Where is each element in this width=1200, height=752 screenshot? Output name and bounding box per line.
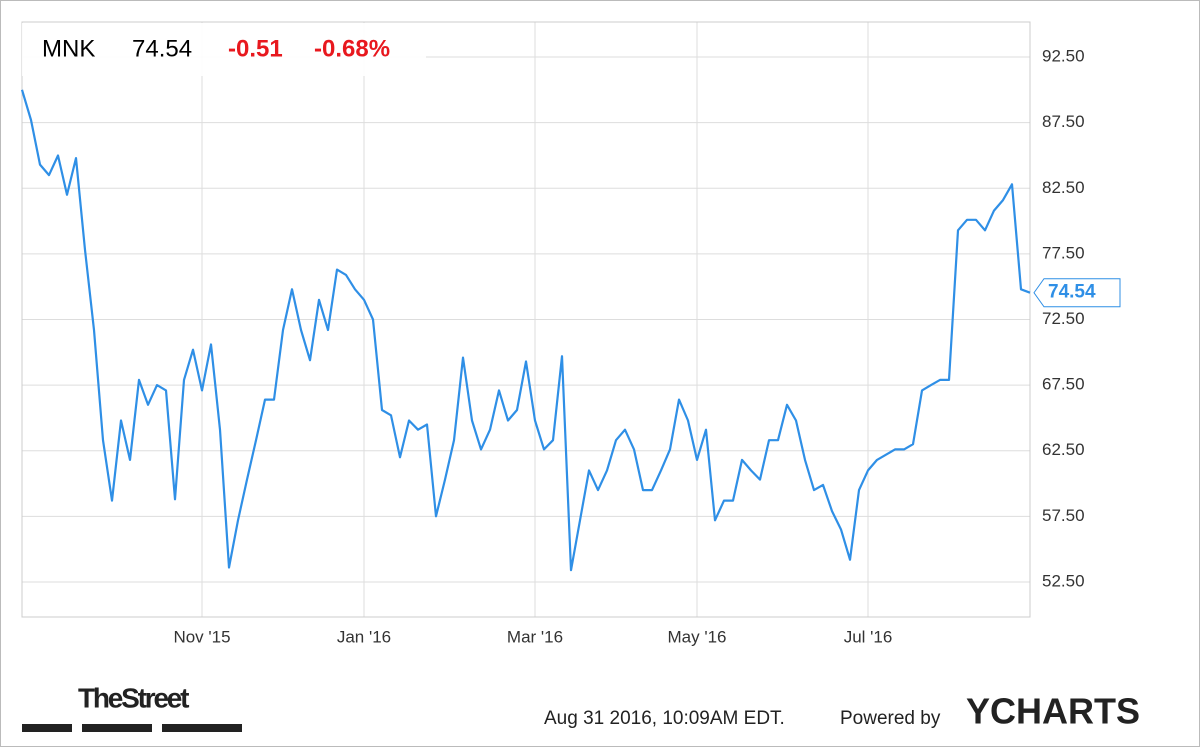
symbol: MNK — [42, 35, 95, 62]
y-tick-label: 52.50 — [1042, 571, 1085, 590]
y-tick-label: 67.50 — [1042, 375, 1085, 394]
y-tick-label: 62.50 — [1042, 440, 1085, 459]
y-tick-label: 92.50 — [1042, 47, 1085, 66]
timestamp: Aug 31 2016, 10:09AM EDT. — [544, 708, 785, 729]
logo-bar — [22, 724, 72, 732]
x-tick-label: Nov '15 — [173, 627, 230, 646]
price: 74.54 — [132, 35, 192, 62]
plot-border — [21, 21, 1031, 618]
powered-by: Powered by — [840, 708, 941, 729]
header-box — [22, 23, 426, 76]
x-tick-label: Mar '16 — [507, 627, 563, 646]
y-tick-label: 77.50 — [1042, 243, 1085, 262]
last-value-label: 74.54 — [1048, 282, 1096, 303]
y-tick-label: 57.50 — [1042, 506, 1085, 525]
change: -0.51 — [228, 35, 283, 62]
brand: YCHARTS — [966, 691, 1140, 732]
y-tick-label: 87.50 — [1042, 112, 1085, 131]
x-tick-label: Jan '16 — [337, 627, 391, 646]
y-tick-label: 82.50 — [1042, 178, 1085, 197]
logo-bar — [82, 724, 152, 732]
last-value-tag — [1033, 278, 1121, 308]
change-pct: -0.68% — [314, 35, 390, 62]
x-tick-label: May '16 — [668, 627, 727, 646]
y-tick-label: 72.50 — [1042, 309, 1085, 328]
logo-bar — [162, 724, 242, 732]
price-line — [20, 89, 1031, 572]
publisher: TheStreet — [78, 682, 189, 713]
x-tick-label: Jul '16 — [844, 627, 893, 646]
